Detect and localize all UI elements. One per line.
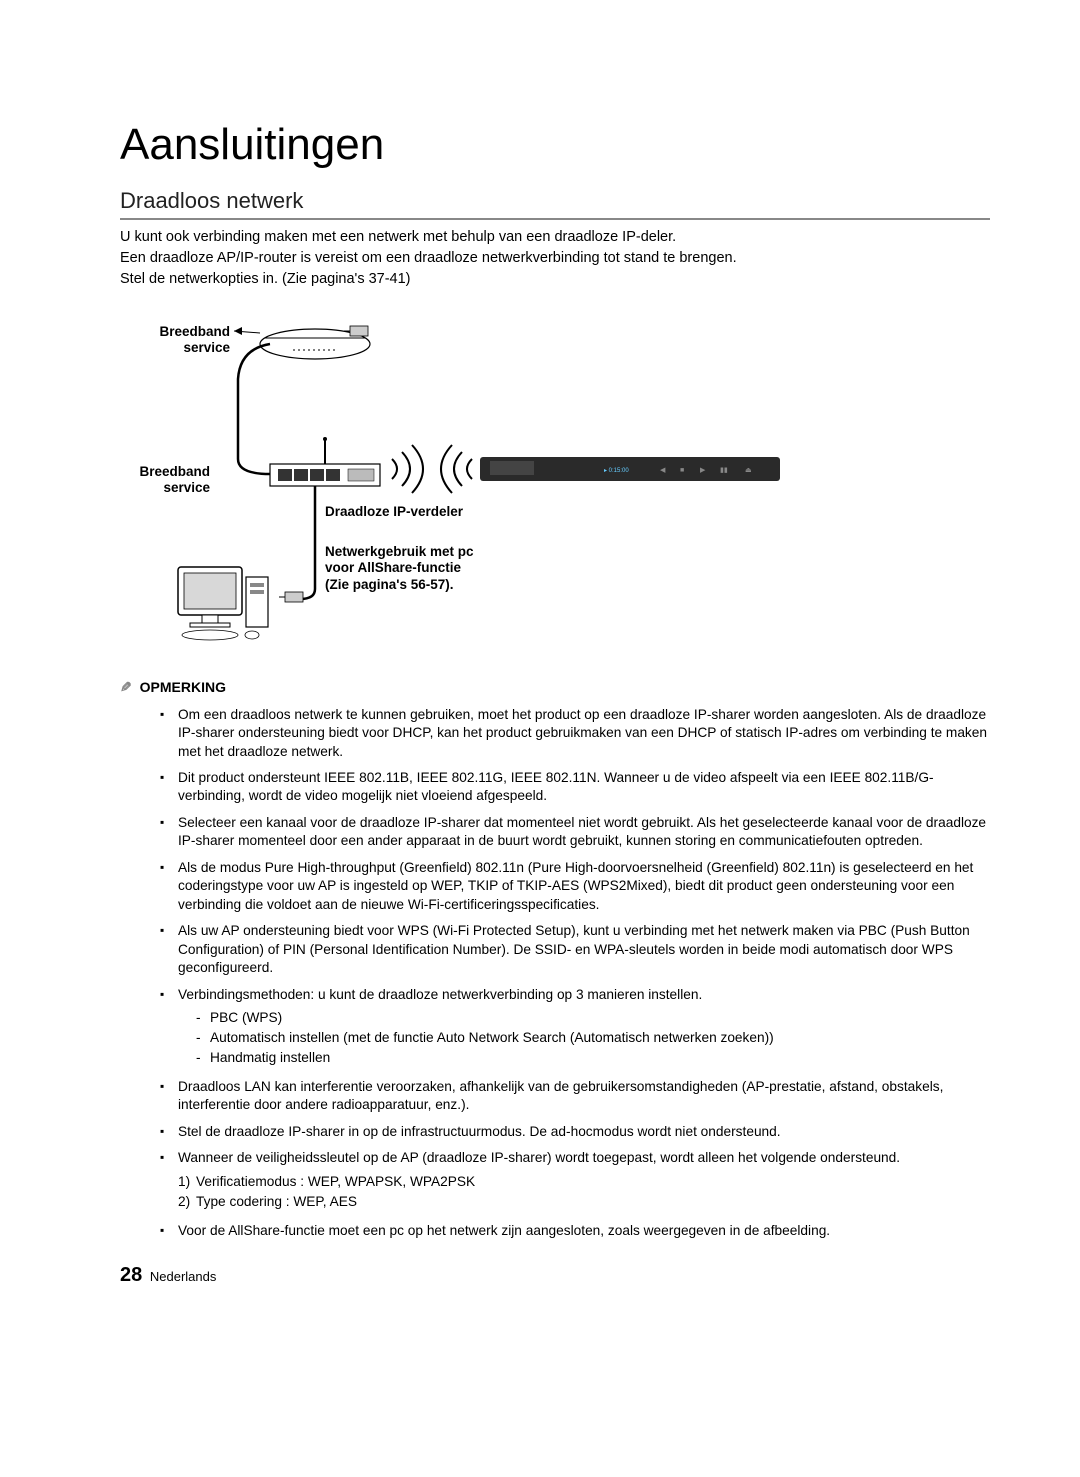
note-numlist: Verificatiemodus : WEP, WPAPSK, WPA2PSK … <box>178 1168 990 1214</box>
page-number: 28 <box>120 1264 142 1286</box>
manual-page: Aansluitingen Draadloos netwerk U kunt o… <box>0 0 1080 1327</box>
svg-text:■: ■ <box>680 467 684 474</box>
note-subitem: Handmatig instellen <box>196 1048 990 1068</box>
intro-line: Een draadloze AP/IP-router is vereist om… <box>120 249 990 268</box>
player-icon: ▸ 0:15:00 ◀ ■ ▶ ▮▮ ⏏ <box>480 457 780 481</box>
svg-text:▶: ▶ <box>700 467 706 474</box>
network-diagram: Breedbandservice Breedbandservice Draadl… <box>120 309 990 649</box>
note-heading-text: OPMERKING <box>140 679 226 695</box>
note-subitem: PBC (WPS) <box>196 1008 990 1028</box>
diagram-label-broadband-top: Breedbandservice <box>140 324 230 358</box>
notes-list: Om een draadloos netwerk te kunnen gebru… <box>120 706 990 1241</box>
note-item: Als de modus Pure High-throughput (Green… <box>160 859 990 914</box>
intro-block: U kunt ook verbinding maken met een netw… <box>120 228 990 289</box>
note-item: Als uw AP ondersteuning biedt voor WPS (… <box>160 922 990 977</box>
intro-line: Stel de netwerkopties in. (Zie pagina's … <box>120 270 990 289</box>
note-numitem: Verificatiemodus : WEP, WPAPSK, WPA2PSK <box>178 1172 990 1192</box>
note-item: Om een draadloos netwerk te kunnen gebru… <box>160 706 990 761</box>
note-subitem: Automatisch instellen (met de functie Au… <box>196 1028 990 1048</box>
note-item: Draadloos LAN kan interferentie veroorza… <box>160 1078 990 1115</box>
intro-line: U kunt ook verbinding maken met een netw… <box>120 228 990 247</box>
wifi-arcs-in <box>441 445 472 493</box>
note-item: Voor de AllShare-functie moet een pc op … <box>160 1222 990 1240</box>
pc-icon <box>178 567 268 640</box>
note-numitem: Type codering : WEP, AES <box>178 1192 990 1212</box>
note-hand-icon: ✎ <box>120 679 132 696</box>
footer-lang: Nederlands <box>150 1269 217 1284</box>
page-title: Aansluitingen <box>120 120 990 170</box>
note-item: Verbindingsmethoden: u kunt de draadloze… <box>160 986 990 1070</box>
note-item: Dit product ondersteunt IEEE 802.11B, IE… <box>160 769 990 806</box>
diagram-label-ip-sharer: Draadloze IP-verdeler <box>325 504 463 521</box>
section-heading: Draadloos netwerk <box>120 188 990 220</box>
note-sublist: PBC (WPS) Automatisch instellen (met de … <box>178 1004 990 1070</box>
svg-text:▮▮: ▮▮ <box>720 467 728 474</box>
svg-text:◀: ◀ <box>660 467 666 474</box>
note-item: Wanneer de veiligheidssleutel op de AP (… <box>160 1149 990 1213</box>
diagram-svg: ▸ 0:15:00 ◀ ■ ▶ ▮▮ ⏏ <box>120 309 820 649</box>
page-footer: 28 Nederlands <box>120 1264 990 1287</box>
note-item: Selecteer een kanaal voor de draadloze I… <box>160 814 990 851</box>
diagram-label-broadband-left: Breedbandservice <box>120 464 210 498</box>
svg-text:⏏: ⏏ <box>745 467 752 474</box>
svg-text:▸ 0:15:00: ▸ 0:15:00 <box>604 468 629 474</box>
router-icon <box>270 437 380 486</box>
wifi-arcs-out <box>392 445 423 493</box>
note-heading: ✎ OPMERKING <box>120 679 990 696</box>
note-item: Stel de draadloze IP-sharer in op de inf… <box>160 1123 990 1141</box>
diagram-label-pc-note: Netwerkgebruik met pcvoor AllShare-funct… <box>325 544 474 595</box>
